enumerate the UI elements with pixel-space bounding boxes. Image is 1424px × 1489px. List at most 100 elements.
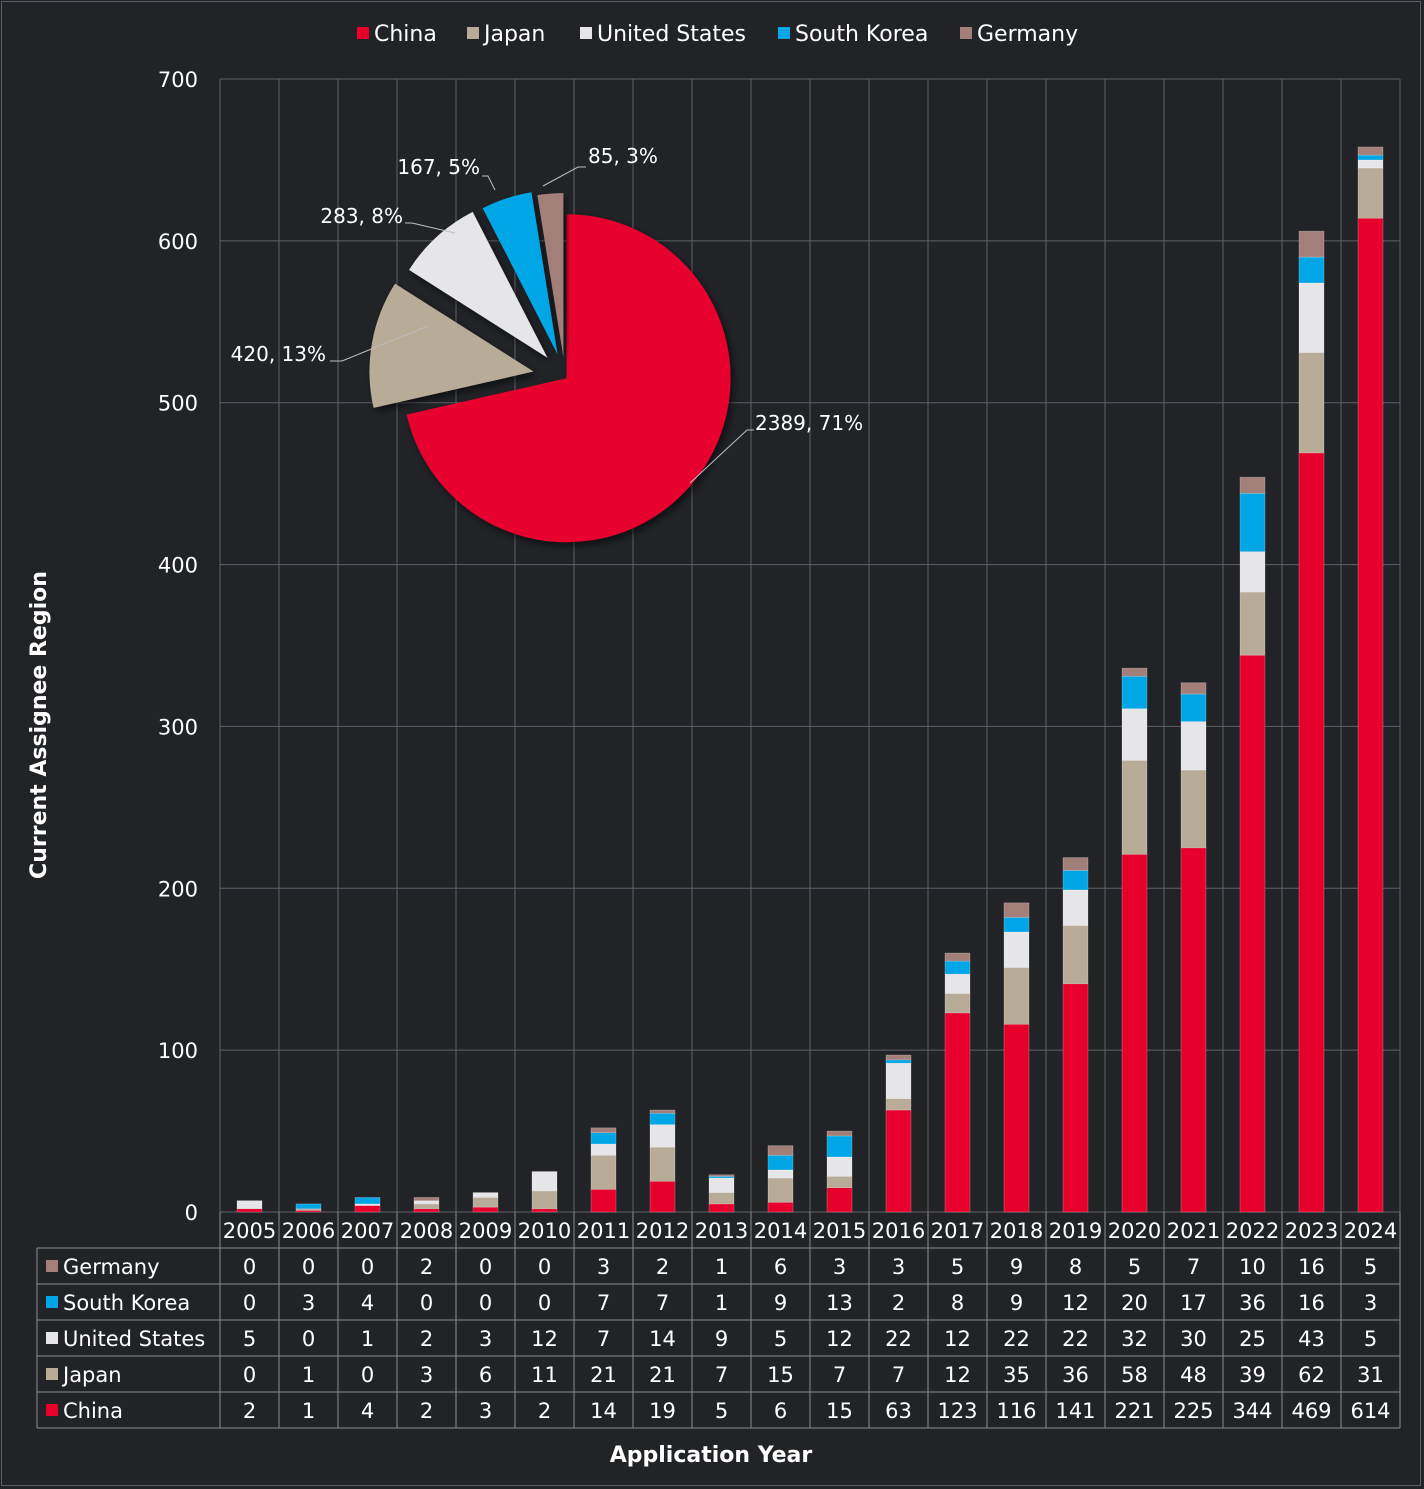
bar-united-states-2009 [472, 1192, 499, 1198]
y-tick-label: 100 [158, 1039, 198, 1063]
bar-china-2017 [944, 1012, 971, 1213]
table-cell: 0 [302, 1327, 315, 1351]
table-cell: 48 [1180, 1363, 1207, 1387]
table-cell: 0 [479, 1291, 492, 1315]
bar-united-states-2014 [767, 1169, 794, 1179]
bar-united-states-2016 [885, 1062, 912, 1100]
table-cell: 12 [944, 1363, 971, 1387]
bar-united-states-2020 [1121, 708, 1148, 761]
table-cell: 30 [1180, 1327, 1207, 1351]
table-cell: 12 [826, 1327, 853, 1351]
table-cell: 3 [420, 1363, 433, 1387]
bar-japan-2016 [885, 1098, 912, 1111]
legend-swatch [357, 27, 369, 39]
table-cell: 32 [1121, 1327, 1148, 1351]
table-cell: 344 [1232, 1399, 1272, 1423]
bar-germany-2016 [885, 1054, 912, 1061]
pie-data-label: 420, 13% [231, 342, 326, 366]
table-cell: 43 [1298, 1327, 1325, 1351]
x-tick-label: 2020 [1108, 1219, 1161, 1243]
table-cell: 35 [1003, 1363, 1030, 1387]
bar-japan-2009 [472, 1197, 499, 1208]
pie-slice-united-states [409, 211, 548, 358]
bar-china-2024 [1357, 217, 1384, 1213]
x-tick-label: 2011 [577, 1219, 630, 1243]
table-cell: 39 [1239, 1363, 1266, 1387]
table-cell: 0 [361, 1255, 374, 1279]
table-cell: 5 [1128, 1255, 1141, 1279]
x-tick-label: 2021 [1167, 1219, 1220, 1243]
bar-united-states-2010 [531, 1171, 558, 1192]
y-tick-label: 0 [185, 1201, 198, 1225]
table-cell: 6 [479, 1363, 492, 1387]
x-tick-label: 2019 [1049, 1219, 1102, 1243]
bar-china-2014 [767, 1201, 794, 1213]
y-axis: 0 100 200 300 400 500 600 700 [158, 68, 198, 1225]
legend-label: United States [597, 22, 746, 47]
bar-united-states-2015 [826, 1156, 853, 1177]
pie-leader-line [482, 175, 496, 191]
table-cell: 5 [715, 1399, 728, 1423]
table-cell: 16 [1298, 1255, 1325, 1279]
bar-germany-2013 [708, 1174, 735, 1177]
legend-label: Germany [977, 22, 1078, 47]
x-tick-label: 2009 [459, 1219, 512, 1243]
table-legend-key [46, 1296, 58, 1308]
bar-japan-2019 [1062, 925, 1089, 985]
table-cell: 6 [774, 1399, 787, 1423]
table-cell: 0 [302, 1255, 315, 1279]
table-cell: 13 [826, 1291, 853, 1315]
bar-south-korea-2013 [708, 1176, 735, 1179]
table-cell: 22 [1062, 1327, 1089, 1351]
table-cell: 3 [479, 1327, 492, 1351]
bar-united-states-2011 [590, 1143, 617, 1156]
bar-japan-2023 [1298, 352, 1325, 454]
table-cell: 5 [951, 1255, 964, 1279]
bar-united-states-2022 [1239, 551, 1266, 593]
table-cell: 12 [944, 1327, 971, 1351]
x-tick-label: 2015 [813, 1219, 866, 1243]
y-tick-label: 200 [158, 877, 198, 901]
pie-leader-line [542, 166, 586, 187]
pie-leader-line [330, 325, 429, 362]
bar-china-2016 [885, 1109, 912, 1213]
table-cell: 25 [1239, 1327, 1266, 1351]
table-cell: 14 [649, 1327, 676, 1351]
y-tick-label: 500 [158, 392, 198, 416]
table-cell: 469 [1291, 1399, 1331, 1423]
table-cell: 2 [420, 1399, 433, 1423]
table-cell: 0 [420, 1291, 433, 1315]
x-tick-label: 2017 [931, 1219, 984, 1243]
data-table: 2005 2006 2007 2008 2009 2010 2011 2012 2013 2014… [36, 1212, 1401, 1429]
table-cell: 116 [996, 1399, 1036, 1423]
legend-swatch [580, 27, 592, 39]
bar-united-states-2008 [413, 1200, 440, 1205]
x-tick-label: 2022 [1226, 1219, 1279, 1243]
bar-china-2005 [236, 1208, 263, 1213]
table-cell: 58 [1121, 1363, 1148, 1387]
table-cell: 0 [243, 1363, 256, 1387]
table-cell: 1 [361, 1327, 374, 1351]
pie-slice-germany [537, 193, 564, 358]
table-cell: 19 [649, 1399, 676, 1423]
bar-united-states-2012 [649, 1124, 676, 1148]
bar-south-korea-2007 [354, 1197, 381, 1205]
x-tick-label: 2006 [282, 1219, 335, 1243]
x-tick-label: 2008 [400, 1219, 453, 1243]
pie-chart: 2389, 71% 420, 13% 283, 8% 167, 5% 85, 3% [231, 144, 863, 543]
table-cell: 3 [1364, 1291, 1377, 1315]
y-tick-label: 600 [158, 230, 198, 254]
bar-united-states-2021 [1180, 721, 1207, 771]
bar-germany-2011 [590, 1127, 617, 1133]
bar-south-korea-2014 [767, 1155, 794, 1171]
bar-china-2019 [1062, 983, 1089, 1213]
table-row-label: United States [63, 1327, 205, 1351]
bar-germany-2022 [1239, 476, 1266, 494]
table-cell: 9 [774, 1291, 787, 1315]
table-row-label: South Korea [63, 1291, 190, 1315]
table-cell: 12 [531, 1327, 558, 1351]
legend-label: China [374, 22, 437, 47]
bar-south-korea-2022 [1239, 493, 1266, 552]
table-cell: 10 [1239, 1255, 1266, 1279]
